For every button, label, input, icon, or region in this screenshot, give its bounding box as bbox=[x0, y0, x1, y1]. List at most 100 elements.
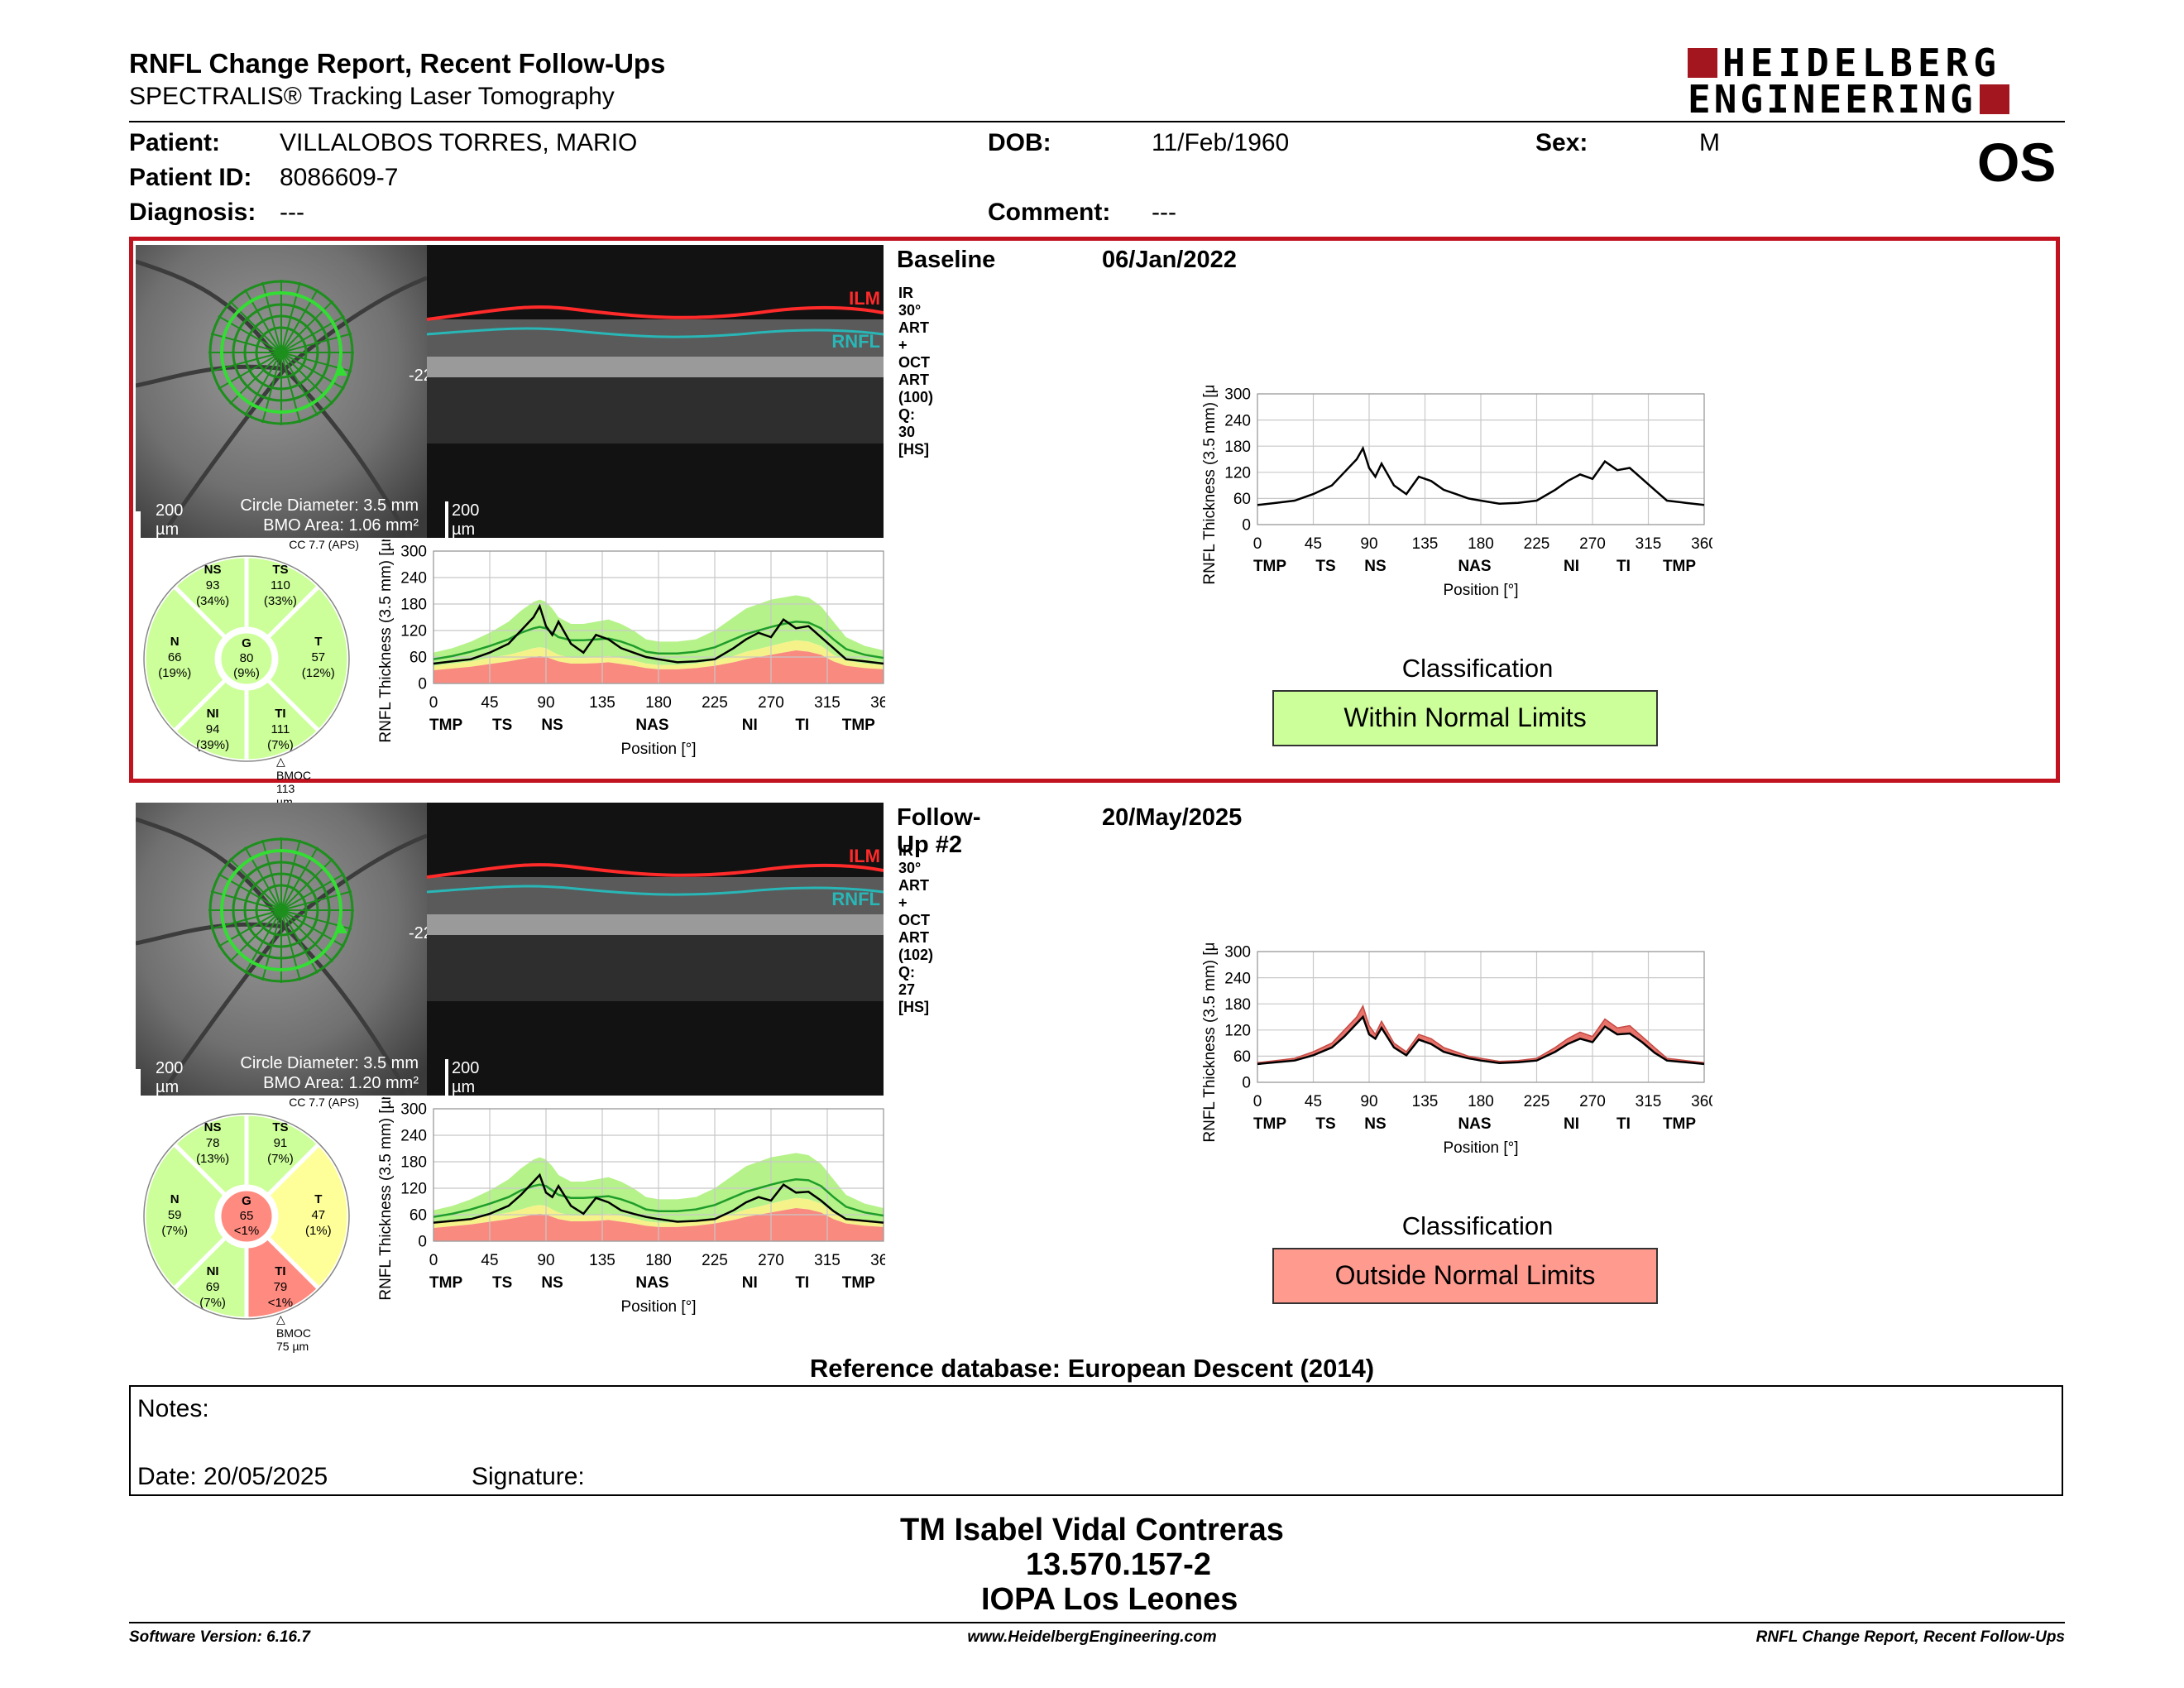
software-version: Software Version: 6.16.7 bbox=[129, 1628, 310, 1646]
sector-value: 66 bbox=[168, 650, 182, 664]
sector-axis-label: TMP bbox=[429, 1274, 462, 1292]
sector-percent: <1% bbox=[268, 1296, 293, 1310]
ir-image-container: -22 bbox=[135, 245, 433, 539]
x-tick-label: 135 bbox=[589, 1252, 615, 1269]
comment-value: --- bbox=[1152, 199, 1176, 226]
reference-database: Reference database: European Descent (20… bbox=[809, 1354, 1375, 1383]
sector-name: NI bbox=[207, 1264, 219, 1278]
website-link[interactable]: www.HeidelbergEngineering.com bbox=[967, 1628, 1217, 1646]
scan-direction-icon bbox=[334, 922, 347, 933]
sector-axis-label: NI bbox=[1564, 558, 1579, 575]
x-tick-label: 90 bbox=[537, 1252, 554, 1269]
sector-label-ni: NI 69 (7%) bbox=[199, 1264, 226, 1310]
sector-value: 80 bbox=[240, 651, 254, 665]
sector-axis-label: NS bbox=[541, 717, 563, 734]
y-axis-label: RNFL Thickness (3.5 mm) [µm] bbox=[1201, 943, 1219, 1143]
dob-label: DOB: bbox=[988, 129, 1051, 156]
sex-label: Sex: bbox=[1535, 129, 1588, 156]
logo-square-icon bbox=[1688, 48, 1717, 78]
sector-name: NI bbox=[207, 707, 219, 721]
x-tick-label: 90 bbox=[1360, 1093, 1377, 1110]
sector-label-ns: NS 78 (13%) bbox=[196, 1120, 229, 1166]
technician-rut: 13.570.157-2 bbox=[1026, 1547, 1211, 1582]
thickness-profile-chart: 0 60 120 180 240 300 0 45 90 135 180 225 270 315 360 TM… bbox=[377, 539, 885, 758]
x-tick-label: 270 bbox=[758, 1252, 784, 1269]
sector-name: T bbox=[314, 635, 322, 649]
y-axis-label: RNFL Thickness (3.5 mm) [µm] bbox=[1201, 386, 1219, 585]
sector-outline bbox=[143, 1113, 350, 1320]
logo-square-icon bbox=[1979, 84, 2009, 114]
sector-percent: (13%) bbox=[196, 1152, 229, 1166]
classification-result: Outside Normal Limits bbox=[1272, 1248, 1658, 1304]
sector-axis-label: NAS bbox=[1458, 1115, 1491, 1133]
sector-value: 65 bbox=[240, 1209, 254, 1223]
sector-label-ts: TS 91 (7%) bbox=[267, 1120, 294, 1166]
sector-axis-label: TMP bbox=[1253, 558, 1286, 575]
rnfl-line bbox=[426, 327, 884, 338]
oct-image-container: ILM RNFL bbox=[426, 245, 884, 538]
x-tick-label: 225 bbox=[702, 694, 728, 712]
dob-value: 11/Feb/1960 bbox=[1152, 129, 1290, 156]
sector-percent: (7%) bbox=[199, 1296, 226, 1310]
y-tick-label: 0 bbox=[1242, 1075, 1251, 1092]
signature-label: Signature: bbox=[472, 1463, 585, 1490]
sector-axis-label: TS bbox=[492, 717, 512, 734]
scan-direction-icon bbox=[334, 364, 347, 376]
plot-frame bbox=[433, 550, 884, 684]
y-tick-label: 120 bbox=[1224, 1022, 1251, 1039]
x-axis-label: Position [°] bbox=[1443, 582, 1518, 599]
sector-value: 59 bbox=[168, 1208, 182, 1222]
x-tick-label: 360 bbox=[1691, 1093, 1712, 1110]
ir-angle-label: -22 bbox=[409, 924, 427, 942]
y-tick-label: 180 bbox=[400, 597, 427, 614]
plot-frame bbox=[1257, 951, 1705, 1083]
sector-chart: T 47 (1%) TI 79 <1% NI 69 (7%) N 59 (7%) NS 78 (13%) TS… bbox=[141, 1111, 352, 1321]
sector-percent: (34%) bbox=[196, 594, 229, 608]
scan-info: IR 30° ART + OCT ART (102) Q: 27 [HS] bbox=[898, 842, 934, 1015]
thickness-line bbox=[433, 603, 884, 665]
ir-scale-label: 200 µm bbox=[156, 501, 184, 539]
notes-box: Notes: Date: 20/05/2025 Signature: bbox=[129, 1385, 2063, 1496]
cc-label: CC 7.7 (APS) bbox=[289, 538, 359, 551]
sector-percent: (12%) bbox=[302, 666, 335, 680]
x-tick-label: 135 bbox=[589, 694, 615, 712]
x-tick-label: 225 bbox=[1524, 535, 1550, 553]
x-axis-label: Position [°] bbox=[620, 741, 696, 758]
bmo-area: BMO Area: 1.20 mm² bbox=[263, 1074, 419, 1092]
date-label: Date: 20/05/2025 bbox=[137, 1463, 328, 1490]
rnfl-line bbox=[426, 885, 884, 896]
x-tick-label: 0 bbox=[429, 694, 438, 712]
sector-name: TI bbox=[275, 1264, 285, 1278]
sector-name: T bbox=[314, 1192, 322, 1206]
y-tick-label: 180 bbox=[1224, 996, 1251, 1014]
classification-title: Classification bbox=[1401, 654, 1554, 683]
sector-axis-label: NAS bbox=[635, 1274, 668, 1292]
sector-name: N bbox=[170, 1192, 180, 1206]
y-tick-label: 240 bbox=[400, 1128, 427, 1145]
x-tick-label: 270 bbox=[1579, 535, 1606, 553]
sector-label-n: N66 (19%) bbox=[158, 635, 191, 680]
sector-axis-label: TS bbox=[1315, 1115, 1335, 1133]
exam-label: Follow-Up #2 bbox=[897, 804, 981, 858]
sector-axis-label: NI bbox=[1564, 1115, 1579, 1133]
x-tick-label: 90 bbox=[537, 694, 554, 712]
x-tick-label: 0 bbox=[429, 1252, 438, 1269]
y-tick-label: 240 bbox=[1224, 970, 1251, 987]
y-tick-label: 180 bbox=[1224, 439, 1251, 456]
x-tick-label: 90 bbox=[1360, 535, 1377, 553]
x-tick-label: 135 bbox=[1412, 535, 1439, 553]
vessel bbox=[283, 833, 428, 928]
sector-axis-label: TI bbox=[795, 717, 809, 734]
ir-scale-bar bbox=[136, 511, 141, 538]
x-tick-label: 45 bbox=[481, 1252, 498, 1269]
sector-axis-label: TMP bbox=[1663, 1115, 1696, 1133]
cc-label: CC 7.7 (APS) bbox=[289, 1096, 359, 1109]
sector-value: 78 bbox=[206, 1136, 220, 1150]
exam-date: 20/May/2025 bbox=[1102, 804, 1243, 831]
sector-value: 110 bbox=[271, 578, 290, 592]
eye-label: OS bbox=[1977, 132, 2057, 193]
circle-diameter: Circle Diameter: 3.5 mm bbox=[240, 496, 419, 515]
sector-axis-label: NAS bbox=[1458, 558, 1491, 575]
scan-circle bbox=[220, 291, 342, 414]
